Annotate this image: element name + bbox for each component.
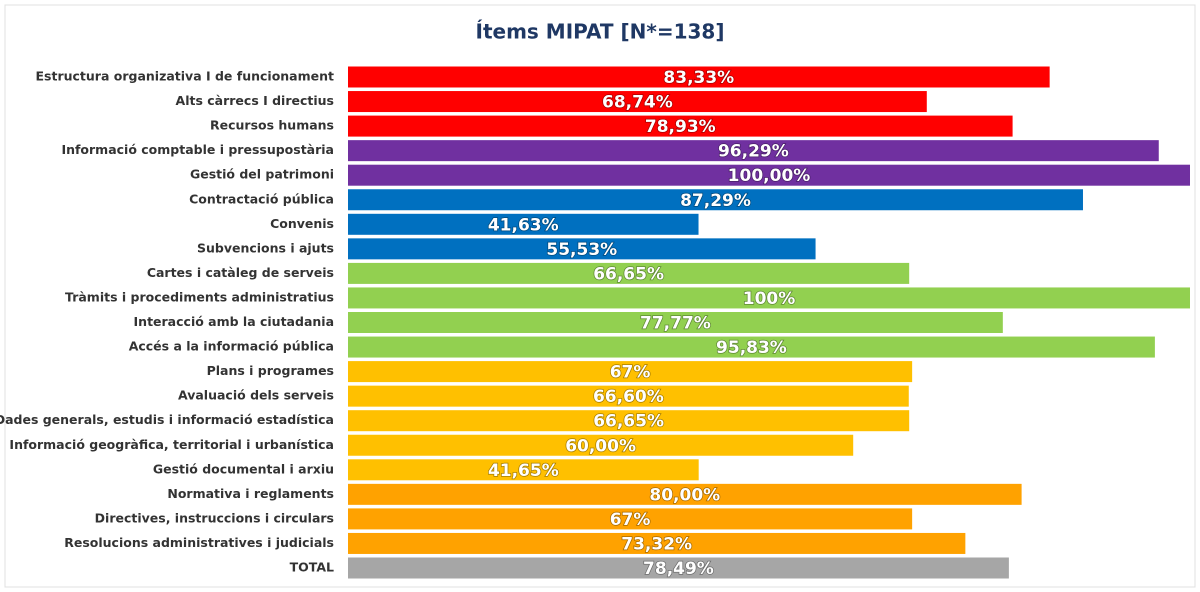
category-label: Alts càrrecs I directius xyxy=(176,93,334,108)
value-label: 96,29% xyxy=(718,142,789,162)
value-label: 67% xyxy=(610,363,651,383)
value-label: 78,93% xyxy=(645,117,716,137)
category-label: Plans i programes xyxy=(207,363,334,378)
value-label: 78,49% xyxy=(643,559,714,579)
category-label: Interacció amb la ciutadania xyxy=(134,314,334,329)
category-label: Contractació pública xyxy=(189,191,334,206)
bar xyxy=(348,140,1159,162)
bar xyxy=(348,312,1003,333)
value-label: 60,00% xyxy=(565,436,636,456)
category-label: Accés a la informació pública xyxy=(129,339,334,354)
category-label: Informació comptable i pressupostària xyxy=(61,142,334,157)
bar xyxy=(348,508,913,530)
value-label: 66,65% xyxy=(593,412,664,432)
bar xyxy=(348,213,699,235)
value-label: 41,65% xyxy=(488,461,559,481)
value-label: 77,77% xyxy=(640,314,711,334)
category-label: Dades generals, estudis i informació est… xyxy=(0,412,334,427)
bar xyxy=(348,361,913,383)
bar xyxy=(348,91,927,113)
category-label: Normativa i reglaments xyxy=(167,486,334,501)
value-label: 87,29% xyxy=(680,191,751,211)
value-label: 66,60% xyxy=(593,387,664,407)
bar xyxy=(348,336,1155,358)
value-label: 95,83% xyxy=(716,338,787,358)
category-label: Subvencions i ajuts xyxy=(197,240,334,255)
bar xyxy=(348,385,909,407)
category-label: Gestió del patrimoni xyxy=(190,167,334,182)
value-label: 41,63% xyxy=(488,215,559,235)
value-label: 100% xyxy=(743,289,796,309)
bar xyxy=(348,459,699,481)
category-label: Tràmits i procediments administratius xyxy=(65,289,334,304)
bar xyxy=(348,189,1083,211)
category-label: Estructura organizativa I de funcionamen… xyxy=(36,69,335,84)
category-label: Resolucions administratives i judicials xyxy=(64,535,334,550)
value-label: 80,00% xyxy=(649,485,720,505)
value-label: 68,74% xyxy=(602,93,673,113)
value-label: 66,65% xyxy=(593,264,664,284)
value-label: 100,00% xyxy=(728,166,811,186)
value-label: 67% xyxy=(610,510,651,530)
chart-title: Ítems MIPAT [N*=138] xyxy=(476,20,725,44)
category-label: Cartes i catàleg de serveis xyxy=(147,265,334,280)
chart-border xyxy=(4,4,1196,588)
category-label: Informació geogràfica, territorial i urb… xyxy=(9,437,334,452)
bar xyxy=(348,66,1050,88)
bar xyxy=(348,164,1190,186)
bar xyxy=(348,238,816,260)
bar xyxy=(348,557,1009,579)
bar xyxy=(348,287,1190,309)
value-label: 55,53% xyxy=(546,240,617,260)
bar xyxy=(348,483,1022,505)
category-label: Directives, instruccions i circulars xyxy=(95,510,334,525)
category-label: Avaluació dels serveis xyxy=(178,388,334,403)
category-label: TOTAL xyxy=(290,560,334,575)
category-label: Recursos humans xyxy=(210,118,334,133)
category-label: Gestió documental i arxiu xyxy=(153,461,334,476)
value-label: 83,33% xyxy=(663,68,734,88)
category-label: Convenis xyxy=(270,216,334,231)
bar xyxy=(348,532,966,554)
bar xyxy=(348,262,910,284)
value-label: 73,32% xyxy=(621,534,692,554)
bar xyxy=(348,434,854,456)
bar xyxy=(348,115,1013,137)
bar xyxy=(348,410,910,432)
